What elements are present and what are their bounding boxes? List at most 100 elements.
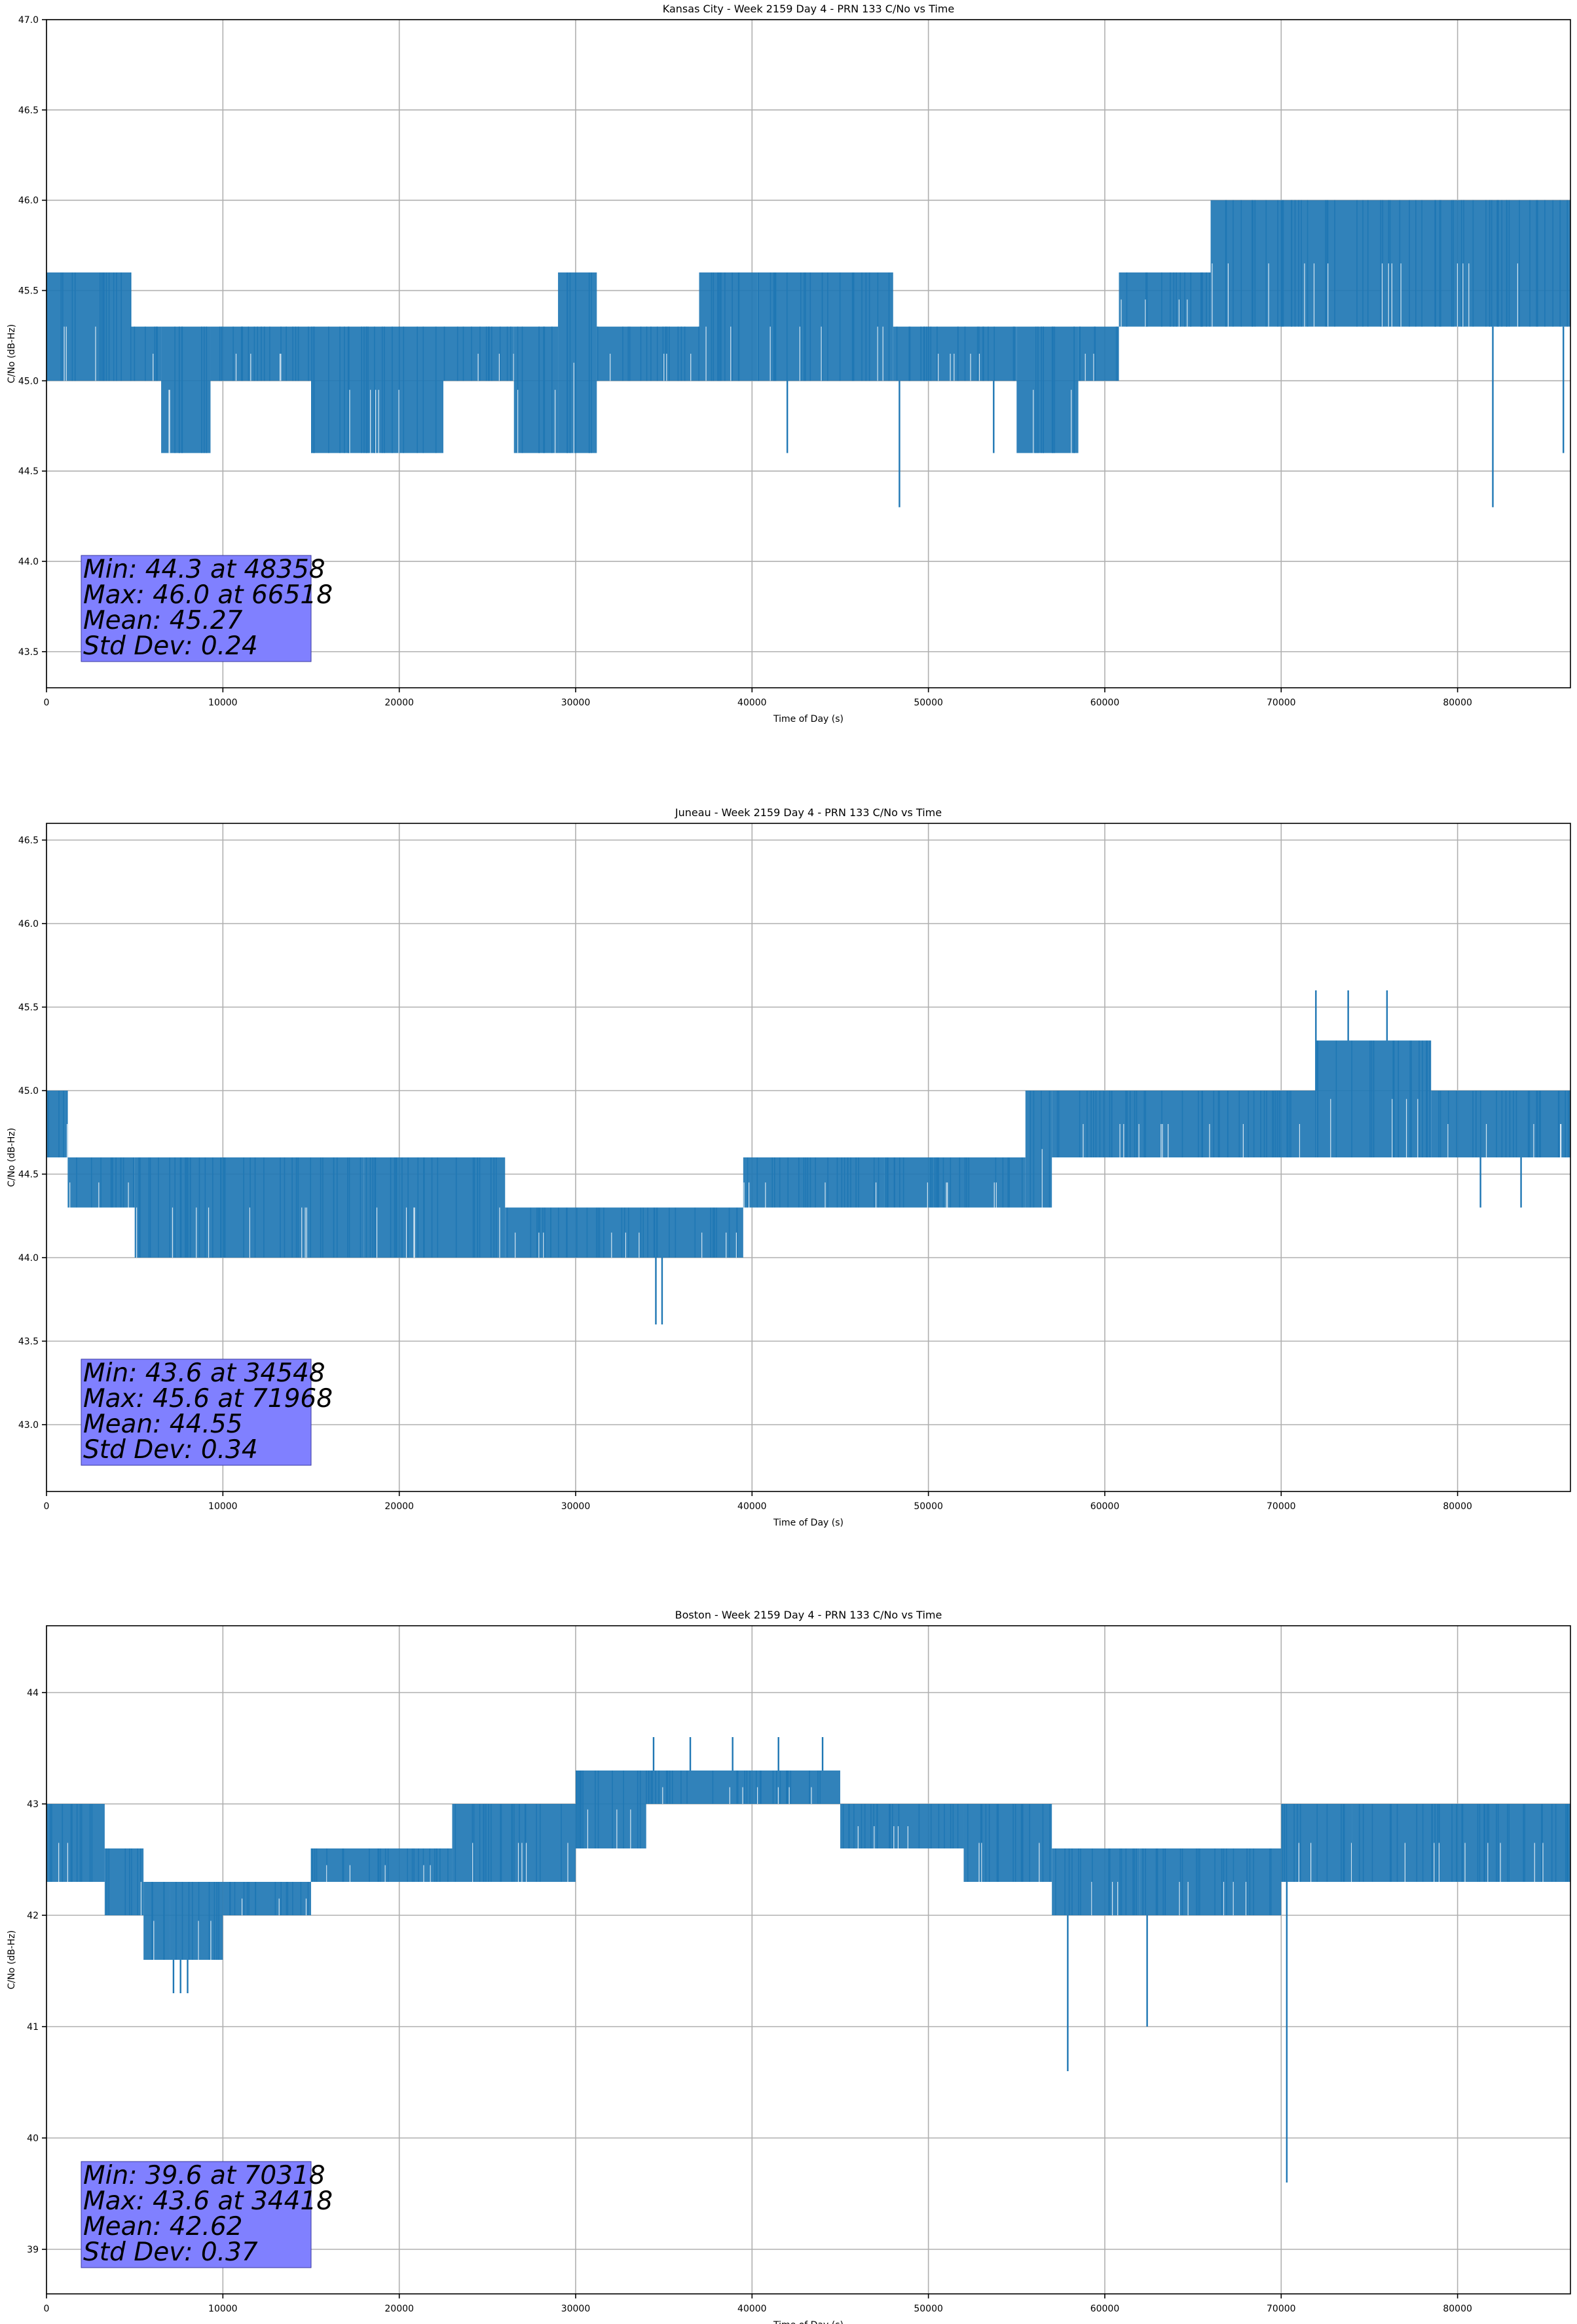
y-axis-label: C/No (dB-Hz) [7, 1930, 17, 1989]
signal-band [558, 272, 597, 453]
stats-box [81, 1359, 312, 1466]
stats-line-1: Min: 44.3 at 48358 [83, 555, 325, 584]
signal-band [1016, 326, 1079, 453]
chart-title: Boston - Week 2159 Day 4 - PRN 133 C/No … [675, 1609, 942, 1621]
signal-band [1078, 326, 1119, 381]
x-tick-label: 40000 [737, 1501, 767, 1512]
x-tick-label: 10000 [208, 1501, 238, 1512]
x-tick-label: 20000 [384, 698, 414, 708]
chart-panel-2: 0 10000 20000 30000 40000 50000 60000 70000 8000… [7, 806, 1571, 1528]
signal-band [1352, 1804, 1493, 1882]
signal-band [1025, 1091, 1052, 1208]
x-tick-label: 50000 [914, 2304, 943, 2314]
y-tick-label: 45.5 [18, 1003, 39, 1013]
x-tick-label: 10000 [208, 2304, 238, 2314]
y-tick-label: 39 [27, 2245, 39, 2255]
x-tick-label: 30000 [561, 698, 591, 708]
y-tick-label: 46.5 [18, 105, 39, 116]
signal-band [310, 1848, 453, 1882]
signal-band [963, 1804, 1052, 1882]
chart-panel-1: 0 10000 20000 30000 40000 50000 60000 70000 8000… [7, 3, 1571, 724]
signal-band [575, 1207, 743, 1258]
x-tick-label: 50000 [914, 698, 943, 708]
x-axis-label: Time of Day (s) [773, 714, 844, 724]
signal-band [513, 326, 559, 453]
signal-band [363, 1157, 506, 1258]
signal-band [646, 1771, 840, 1804]
y-tick-label: 41 [27, 2022, 39, 2033]
signal-band [505, 1207, 576, 1258]
stats-line-1: Min: 43.6 at 34548 [83, 1359, 325, 1388]
signal-band [161, 326, 211, 453]
signal-band [143, 1882, 170, 1960]
y-tick-label: 45.0 [18, 1086, 39, 1096]
x-tick-label: 30000 [561, 2304, 591, 2314]
signal-band [1493, 1804, 1570, 1882]
x-axis-label: Time of Day (s) [773, 1518, 844, 1528]
signal-band [575, 1771, 646, 1848]
y-tick-label: 44.0 [18, 1253, 39, 1264]
signal-band [1119, 272, 1211, 327]
signal-band [170, 1157, 364, 1258]
x-tick-label: 20000 [384, 2304, 414, 2314]
chart-title: Kansas City - Week 2159 Day 4 - PRN 133 … [663, 3, 954, 15]
stats-line-1: Min: 39.6 at 70318 [83, 2161, 325, 2190]
stats-box [81, 555, 312, 662]
y-tick-label: 45.0 [18, 376, 39, 386]
y-axis-label: C/No (dB-Hz) [7, 1128, 17, 1187]
x-tick-label: 80000 [1443, 2304, 1472, 2314]
x-tick-label: 80000 [1443, 1501, 1472, 1512]
stats-line-2: Max: 46.0 at 66518 [83, 580, 333, 610]
signal-band [46, 272, 132, 381]
y-axis-label: C/No (dB-Hz) [7, 324, 17, 383]
y-tick-label: 46.0 [18, 919, 39, 929]
signal-band [893, 326, 1017, 381]
chart-panel-3: 0 10000 20000 30000 40000 50000 60000 70000 8000… [7, 1609, 1571, 2324]
signal-band [699, 272, 758, 381]
y-tick-label: 44 [27, 1688, 39, 1698]
x-axis-label: Time of Day (s) [773, 2320, 844, 2324]
axes-frame [46, 19, 1571, 688]
signal-band [1457, 1091, 1570, 1157]
y-tick-label: 45.5 [18, 286, 39, 297]
y-tick-label: 46.0 [18, 196, 39, 206]
x-tick-label: 0 [44, 698, 50, 708]
x-tick-label: 10000 [208, 698, 238, 708]
stats-line-3: Mean: 45.27 [83, 606, 243, 635]
stats-line-2: Max: 45.6 at 71968 [83, 1384, 333, 1414]
x-tick-label: 30000 [561, 1501, 591, 1512]
signal-band [223, 1882, 311, 1915]
y-tick-label: 43.5 [18, 647, 39, 658]
signal-band [46, 1804, 105, 1882]
y-tick-label: 40 [27, 2133, 39, 2144]
x-tick-label: 20000 [384, 1501, 414, 1512]
x-tick-label: 40000 [737, 698, 767, 708]
x-tick-label: 0 [44, 2304, 50, 2314]
signal-band [597, 326, 699, 381]
stats-line-4: Std Dev: 0.34 [83, 1435, 258, 1465]
stats-line-3: Mean: 44.55 [83, 1410, 242, 1439]
y-tick-label: 43 [27, 1799, 39, 1810]
stats-line-3: Mean: 42.62 [83, 2212, 242, 2241]
y-tick-label: 44.0 [18, 557, 39, 567]
x-tick-label: 50000 [914, 1501, 943, 1512]
y-tick-label: 47.0 [18, 15, 39, 26]
signal-band [443, 326, 514, 381]
signal-band [1431, 1091, 1458, 1157]
y-tick-label: 44.5 [18, 466, 39, 477]
signal-band [1281, 1804, 1352, 1882]
y-tick-label: 42 [27, 1911, 39, 1921]
signal-band [1052, 1848, 1140, 1915]
signal-band [46, 1091, 68, 1157]
stats-line-4: Std Dev: 0.37 [83, 2238, 258, 2267]
stats-line-2: Max: 43.6 at 34418 [83, 2186, 333, 2216]
charts-container: 0 10000 20000 30000 40000 50000 60000 70000 8000… [7, 3, 1571, 2324]
x-tick-label: 70000 [1267, 698, 1296, 708]
y-tick-label: 44.5 [18, 1170, 39, 1180]
y-tick-label: 43.0 [18, 1420, 39, 1431]
y-tick-label: 46.5 [18, 836, 39, 846]
signal-band [310, 326, 443, 453]
stats-line-4: Std Dev: 0.24 [83, 631, 258, 661]
x-tick-label: 0 [44, 1501, 50, 1512]
x-tick-label: 80000 [1443, 698, 1472, 708]
